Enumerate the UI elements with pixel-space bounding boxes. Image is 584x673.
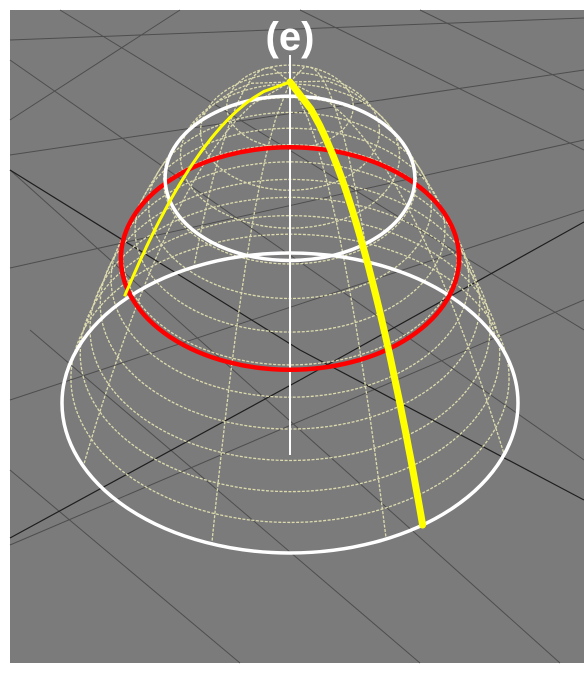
wireframe-ring [79,214,501,493]
ground-grid-line [29,329,421,664]
wireframe-meridian [289,81,387,540]
ground-grid-line [9,299,584,546]
ground-axis-line [9,169,301,351]
ground-axis-line [299,349,584,501]
ground-grid-line [419,9,584,91]
ground-axis-line [299,221,584,381]
ground-grid-line [9,169,561,664]
wireframe-meridian [289,80,498,340]
ground-grid-line [9,139,584,269]
top-ring [163,94,417,263]
ground-grid-line [299,9,584,151]
wireframe-meridian [289,66,369,263]
panel-label: (e) [266,15,315,59]
base-ring [60,251,520,555]
ground-grid-line [59,9,584,331]
wireframe-meridian [193,67,291,268]
ground-grid-line [9,469,241,664]
wireframe-ring [179,83,401,229]
middle-ring [118,145,462,373]
wireframe-meridian [211,81,291,544]
wireframe-meridian [289,81,505,455]
profile-curve [286,78,427,529]
ground-grid-dark [9,169,584,539]
ground-grid-line [9,209,584,401]
ground-grid-line [9,17,584,41]
profile-curve-thin [123,80,291,297]
ground-grid-line [9,9,181,121]
